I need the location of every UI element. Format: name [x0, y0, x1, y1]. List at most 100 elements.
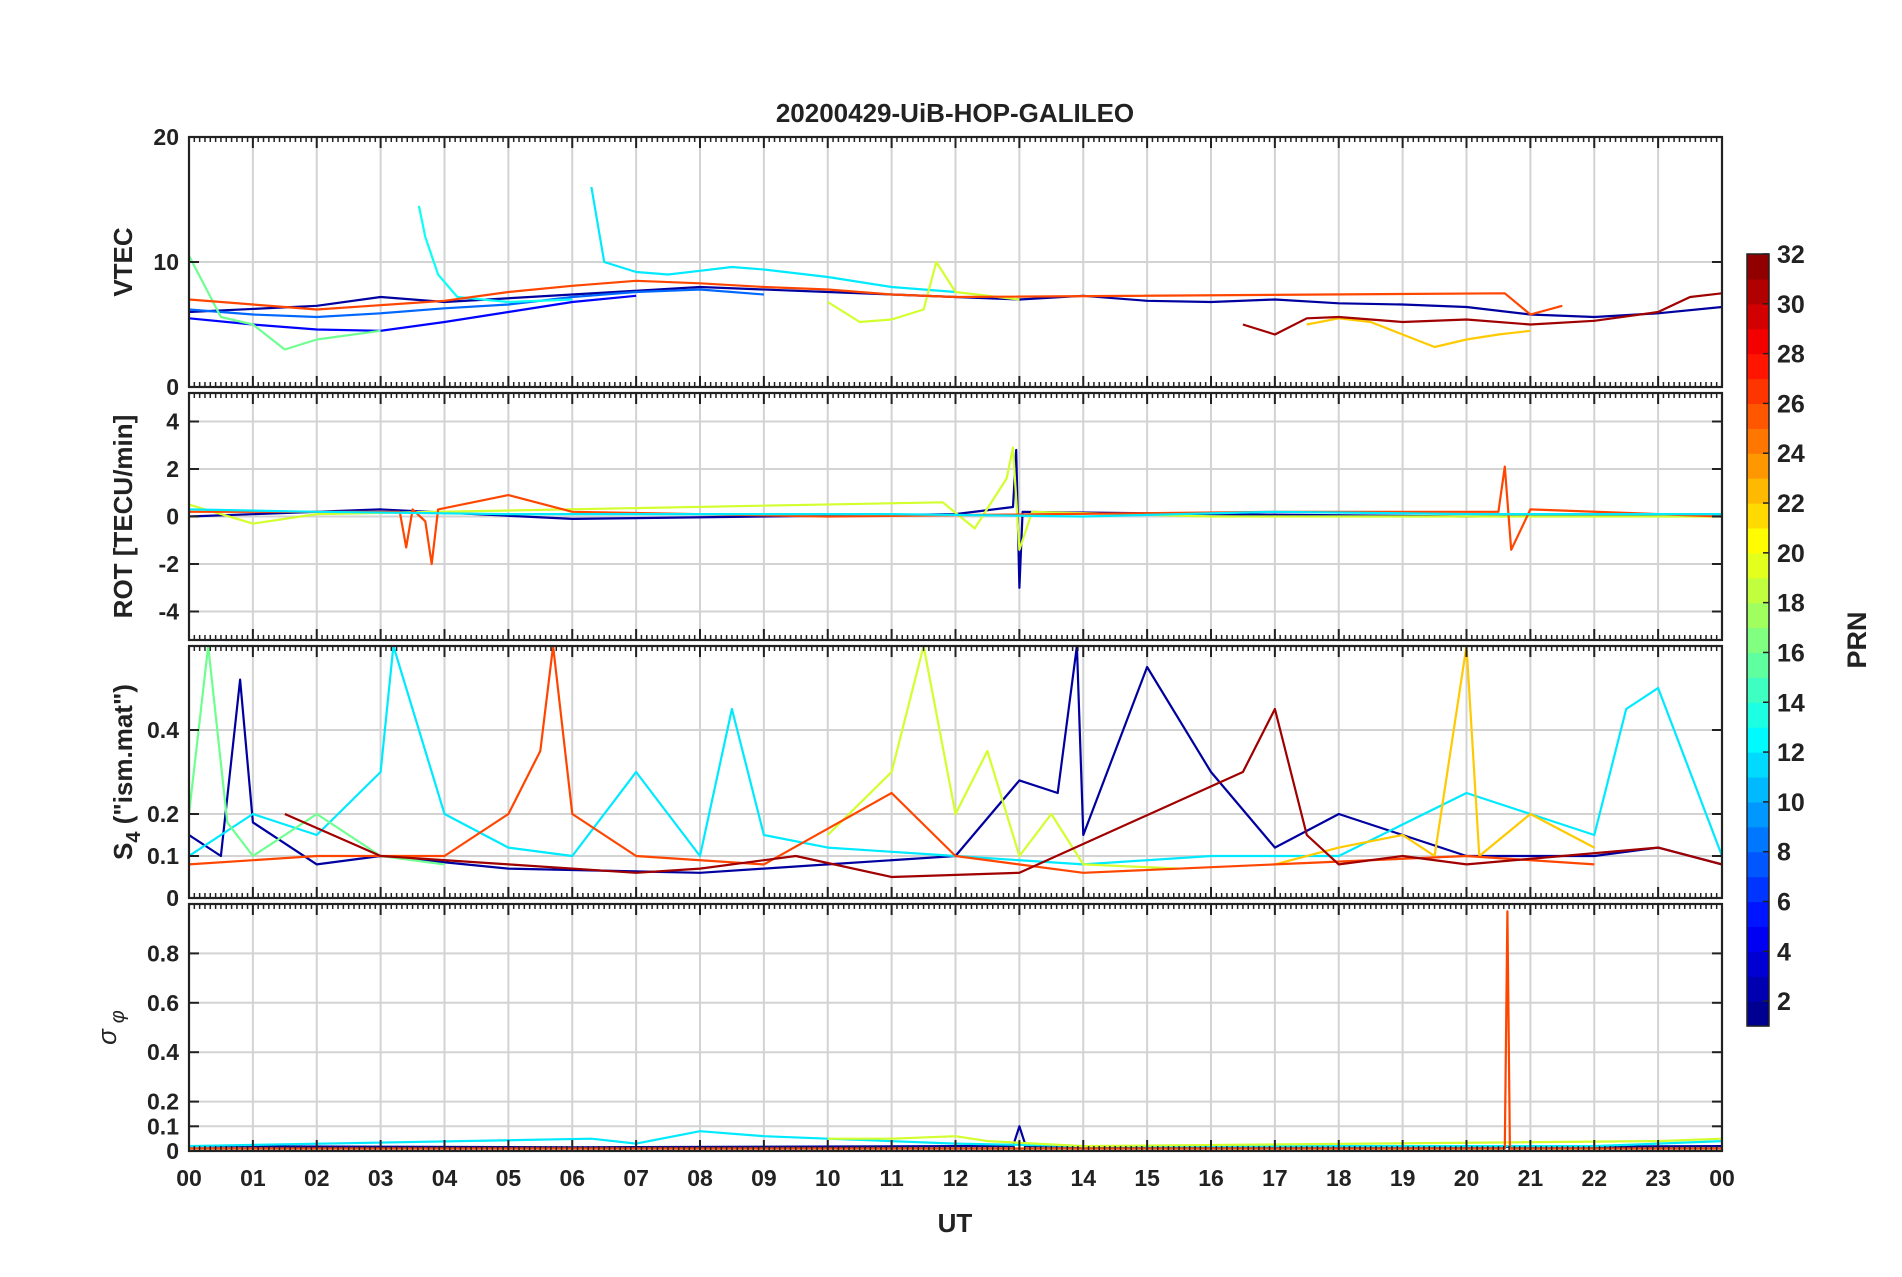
colorbar-band	[1747, 254, 1769, 280]
panel-2: -4 -2 0 2 4 ROT [TECU/min]	[108, 391, 1724, 642]
series-line-prn-5	[189, 294, 637, 332]
colorbar-band	[1747, 403, 1769, 429]
x-tick-label: 01	[240, 1165, 266, 1191]
y-tick-label: -2	[159, 551, 179, 577]
x-tick-label: 06	[559, 1165, 585, 1191]
colorbar-band	[1747, 478, 1769, 504]
colorbar-band	[1747, 702, 1769, 728]
series-line-prn-31	[1242, 292, 1722, 336]
x-tick-label: 23	[1645, 1165, 1671, 1191]
x-tick-label: 19	[1390, 1165, 1416, 1191]
x-tick-label: 15	[1134, 1165, 1160, 1191]
x-tick-label: 04	[432, 1165, 458, 1191]
panel-3: 00.10.20.4S4 ("ism.mat")	[108, 644, 1724, 911]
y-tick-label: 0.6	[147, 990, 179, 1016]
series-line-prn-22	[1306, 317, 1531, 349]
x-tick-label: 13	[1007, 1165, 1033, 1191]
colorbar-band	[1747, 951, 1769, 977]
colorbar-band	[1747, 752, 1769, 778]
x-tick-label: 20	[1454, 1165, 1480, 1191]
colorbar-band	[1747, 428, 1769, 454]
x-tick-label: 05	[496, 1165, 522, 1191]
series-line-prn-12	[189, 646, 1722, 866]
series-group	[189, 646, 1722, 879]
y-tick-label: 0.8	[147, 940, 179, 966]
colorbar-band	[1747, 652, 1769, 678]
x-tick-label: 14	[1070, 1165, 1096, 1191]
series-group	[189, 446, 1722, 589]
grid-lines	[189, 137, 1722, 387]
colorbar-band	[1747, 1001, 1769, 1027]
y-tick-label: 0.2	[147, 801, 179, 827]
x-tick-label: 00	[1709, 1165, 1735, 1191]
y-axis-label-main: σ	[92, 1028, 122, 1045]
x-tick-label: 11	[879, 1165, 904, 1191]
colorbar-band	[1747, 577, 1769, 604]
y-tick-label: 0.4	[147, 1039, 179, 1065]
x-tick-label: 12	[943, 1165, 969, 1191]
y-tick-label: 0	[166, 1138, 179, 1164]
series-line-prn-12	[590, 186, 956, 294]
colorbar-band	[1747, 727, 1769, 753]
colorbar-band	[1747, 527, 1769, 554]
colorbar-label: PRN	[1842, 611, 1872, 668]
series-line-prn-26	[189, 465, 1722, 566]
colorbar-band	[1747, 353, 1769, 380]
y-tick-label: 20	[153, 124, 179, 150]
series-line-prn-19	[827, 646, 1180, 870]
series-line-prn-8	[189, 288, 764, 319]
colorbar-band	[1747, 453, 1769, 479]
x-tick-label: 00	[176, 1165, 202, 1191]
y-tick-label: 0.1	[147, 1113, 179, 1139]
y-tick-label: 0.4	[147, 717, 179, 743]
colorbar-tick-label: 2	[1777, 988, 1791, 1016]
colorbar-tick-label: 30	[1777, 291, 1805, 319]
y-axis-label: σφ	[92, 1010, 129, 1045]
colorbar-band	[1747, 801, 1769, 828]
series-line-prn-12	[189, 508, 1722, 518]
colorbar-tick-label: 24	[1777, 440, 1805, 468]
colorbar-tick-label: 12	[1777, 739, 1805, 767]
y-tick-label: 0.2	[147, 1089, 179, 1115]
x-tick-label: 16	[1198, 1165, 1224, 1191]
panel-frame	[187, 644, 1724, 900]
panel-frame	[187, 135, 1724, 389]
colorbar-tick-label: 6	[1777, 888, 1791, 916]
colorbar-band	[1747, 328, 1769, 355]
x-tick-label: 18	[1326, 1165, 1352, 1191]
x-tick-label: 22	[1581, 1165, 1607, 1191]
series-line-prn-16	[189, 255, 381, 351]
colorbar-band	[1747, 677, 1769, 703]
y-axis-label: VTEC	[108, 227, 138, 297]
colorbar-band	[1747, 552, 1769, 579]
colorbar-tick-label: 16	[1777, 639, 1805, 667]
series-line-prn-19	[827, 260, 1020, 324]
colorbar-tick-label: 32	[1777, 241, 1805, 269]
colorbar-tick-label: 20	[1777, 540, 1805, 568]
colorbar-band	[1747, 826, 1769, 853]
colorbar-tick-label: 4	[1777, 938, 1791, 966]
colorbar-band	[1747, 503, 1769, 529]
colorbar-band	[1747, 851, 1769, 878]
panel-frame	[187, 391, 1724, 642]
x-tick-label: 03	[368, 1165, 394, 1191]
panel-frame	[187, 902, 1724, 1153]
y-tick-label: 0.1	[147, 843, 179, 869]
y-axis-label: ROT [TECU/min]	[108, 415, 138, 619]
x-tick-label: 10	[815, 1165, 841, 1191]
series-line-prn-31	[284, 707, 1722, 879]
panel-4: 00.10.2 0.4 0.6 0.8 σφ	[92, 902, 1724, 1164]
colorbar-frame	[1746, 253, 1770, 1027]
colorbar-tick-label: 22	[1777, 490, 1805, 518]
y-tick-label: 0	[166, 885, 179, 911]
series-line-prn-22	[1274, 646, 1595, 866]
colorbar-tick-label: 26	[1777, 390, 1805, 418]
y-tick-label: 0	[166, 374, 179, 400]
colorbar-band	[1747, 926, 1769, 952]
colorbar-band	[1747, 627, 1769, 654]
y-axis-label-main: S	[108, 843, 138, 860]
series-line-prn-26	[189, 646, 1595, 874]
